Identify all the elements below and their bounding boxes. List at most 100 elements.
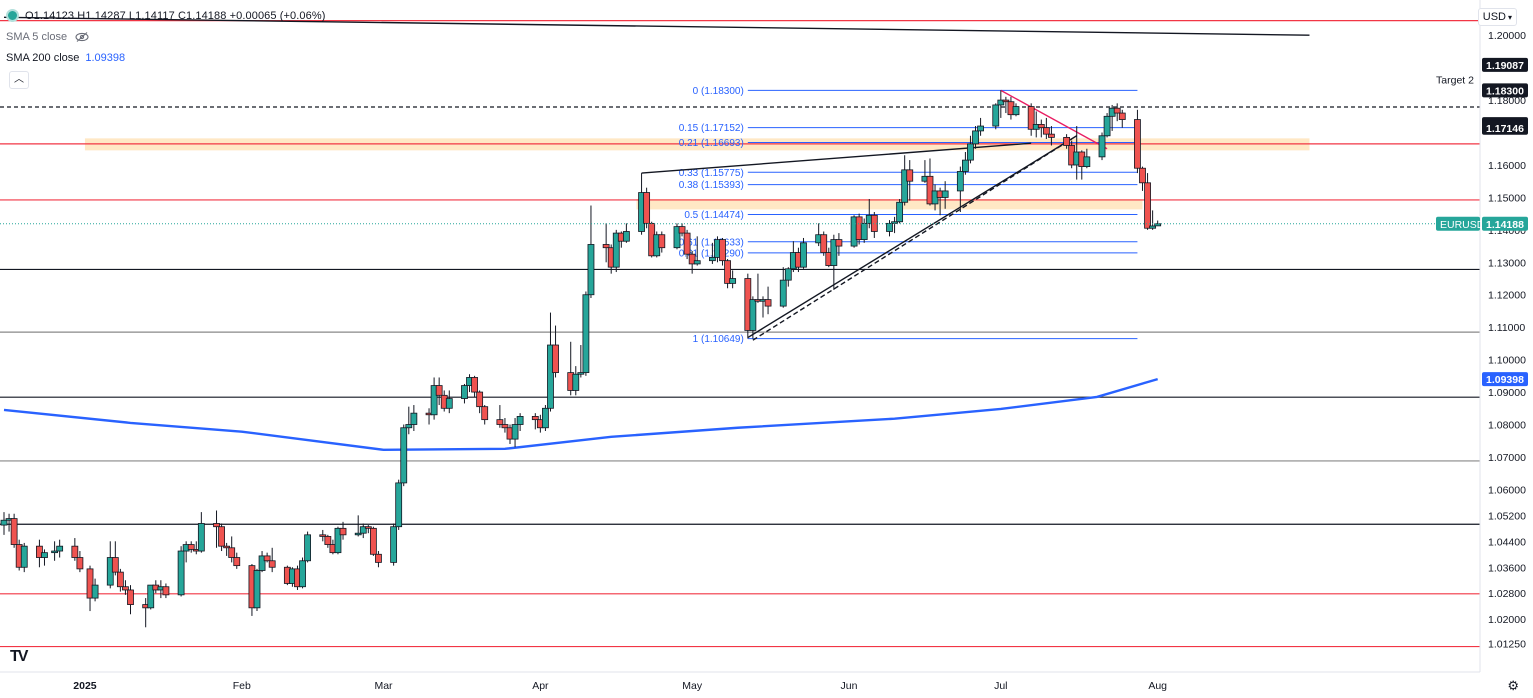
candle-body-36 (263, 555, 271, 562)
tradingview-logo[interactable]: TV (10, 648, 29, 665)
sma200-path (3, 377, 1159, 452)
candle-body-138 (992, 104, 1000, 127)
price-tick-label: 1.08000 (1488, 420, 1526, 432)
ohlc-values: O1.14123 H1.14287 L1.14117 C1.14188 +0.0… (25, 9, 326, 22)
candle-body-102 (729, 278, 737, 284)
price-tag-box (1482, 57, 1528, 72)
candle-body-75 (542, 407, 549, 429)
price-tick-label: 1.18000 (1488, 95, 1526, 107)
candle-body-83 (602, 244, 610, 249)
candle-body-94 (678, 226, 686, 234)
candle-body-108 (779, 279, 787, 307)
sma200-line (3, 377, 1159, 452)
candle-body-46 (334, 527, 342, 554)
candle-body-19 (147, 584, 155, 609)
candle-body-30 (223, 545, 231, 549)
price-tag-box (1482, 372, 1528, 387)
candle-body-137 (977, 125, 984, 132)
candle-body-136 (972, 130, 979, 145)
candle-body-28 (213, 523, 220, 528)
price-tick-label: 1.02800 (1488, 588, 1526, 600)
price-tag-label: 1.18300 (1486, 85, 1524, 97)
eye-slash-icon[interactable] (75, 32, 89, 42)
time-label: Aug (1148, 680, 1167, 692)
fib-label-1: 0.15 (1.17152) (679, 123, 744, 134)
candle-body-16 (122, 586, 129, 591)
sma5-legend[interactable]: SMA 5 close (6, 31, 89, 43)
candle-body-95 (683, 232, 691, 255)
fib-label-5: 0.5 (1.14474) (684, 210, 744, 221)
candle-body-139 (997, 99, 1005, 106)
currency-label: USD (1482, 11, 1506, 23)
candle-body-77 (552, 344, 559, 374)
candle-body-52 (375, 553, 382, 563)
candle-body-43 (319, 534, 327, 537)
price-axis[interactable]: 1.200001.180001.160001.150001.140001.130… (1436, 0, 1528, 672)
time-label: May (682, 680, 703, 692)
price-tick-label: 1.05200 (1488, 510, 1526, 522)
candle-body-160 (1144, 182, 1151, 229)
candle-body-37 (268, 560, 276, 568)
trendline-0 (641, 142, 1032, 174)
sma200-legend[interactable]: SMA 200 close 1.09398 (6, 52, 125, 64)
candle-body-66 (476, 391, 484, 408)
candle-body-68 (496, 419, 504, 425)
chevron-down-icon: ▾ (1507, 13, 1512, 22)
candle-body-89 (643, 192, 651, 224)
candle-body-31 (228, 547, 236, 558)
fib-retracement: 0 (1.18300) 0.15 (1.17152) 0.21 (1.16693) 0… (679, 86, 1138, 345)
price-tag-label: 1.17146 (1486, 123, 1524, 135)
candle-body-109 (784, 268, 792, 281)
candle-body-135 (967, 143, 974, 161)
candle-body-57 (410, 412, 418, 425)
candle-body-2 (10, 518, 18, 545)
fib-label-3: 0.33 (1.15775) (679, 168, 744, 179)
candle-body-147 (1048, 133, 1055, 138)
status-dot-icon (6, 9, 19, 22)
candle-body-42 (304, 534, 312, 562)
candle-body-0 (0, 519, 8, 526)
target-label-group: Target 2 (1436, 74, 1474, 86)
candle-body-148 (1063, 136, 1070, 146)
price-tick-label: 1.06000 (1488, 484, 1526, 496)
candle-body-35 (258, 555, 266, 571)
candle-body-123 (886, 222, 893, 232)
sma5-label: SMA 5 close (6, 31, 68, 43)
trendline-4 (3, 16, 1310, 36)
candle-body-15 (116, 571, 124, 588)
candle-body-101 (724, 260, 731, 284)
candle-body-157 (1118, 112, 1126, 120)
last-price-tag-box (1482, 216, 1528, 231)
candle-body-156 (1113, 107, 1121, 114)
candle-body-54 (395, 482, 403, 528)
fib-label-4: 0.38 (1.15393) (679, 180, 744, 191)
candle-body-76 (547, 344, 554, 409)
candle-body-79 (572, 373, 580, 391)
price-tick-label: 1.13000 (1488, 257, 1526, 269)
candle-body-120 (860, 222, 868, 240)
symbol-tag-box (1436, 216, 1480, 231)
price-tag-box (1482, 120, 1528, 135)
time-axis[interactable]: 2025 Feb Mar Apr May Jun Jul Aug (0, 671, 1480, 692)
currency-selector[interactable]: USD ▾ (1477, 8, 1517, 26)
candle-body-49 (359, 526, 367, 534)
collapse-legend-button[interactable]: ︿ (9, 71, 29, 89)
candle-body-51 (369, 527, 377, 555)
fib-label-7: 0.61 (1.13290) (679, 248, 744, 259)
candle-body-129 (926, 175, 934, 205)
trendline-3 (1000, 89, 1108, 150)
target-label: Target 2 (1436, 74, 1474, 86)
candle-body-133 (956, 171, 964, 192)
candles (0, 90, 1162, 628)
candle-body-127 (906, 169, 914, 182)
gear-icon[interactable]: ⚙ (1507, 678, 1519, 693)
price-tag-box (1482, 83, 1528, 98)
price-tick-label: 1.02000 (1488, 614, 1526, 626)
candle-body-12 (91, 584, 99, 599)
candle-body-34 (253, 570, 261, 609)
candle-body-17 (127, 589, 134, 605)
candle-body-48 (354, 532, 362, 536)
time-label: Feb (233, 680, 251, 692)
candle-body-142 (1012, 106, 1020, 116)
